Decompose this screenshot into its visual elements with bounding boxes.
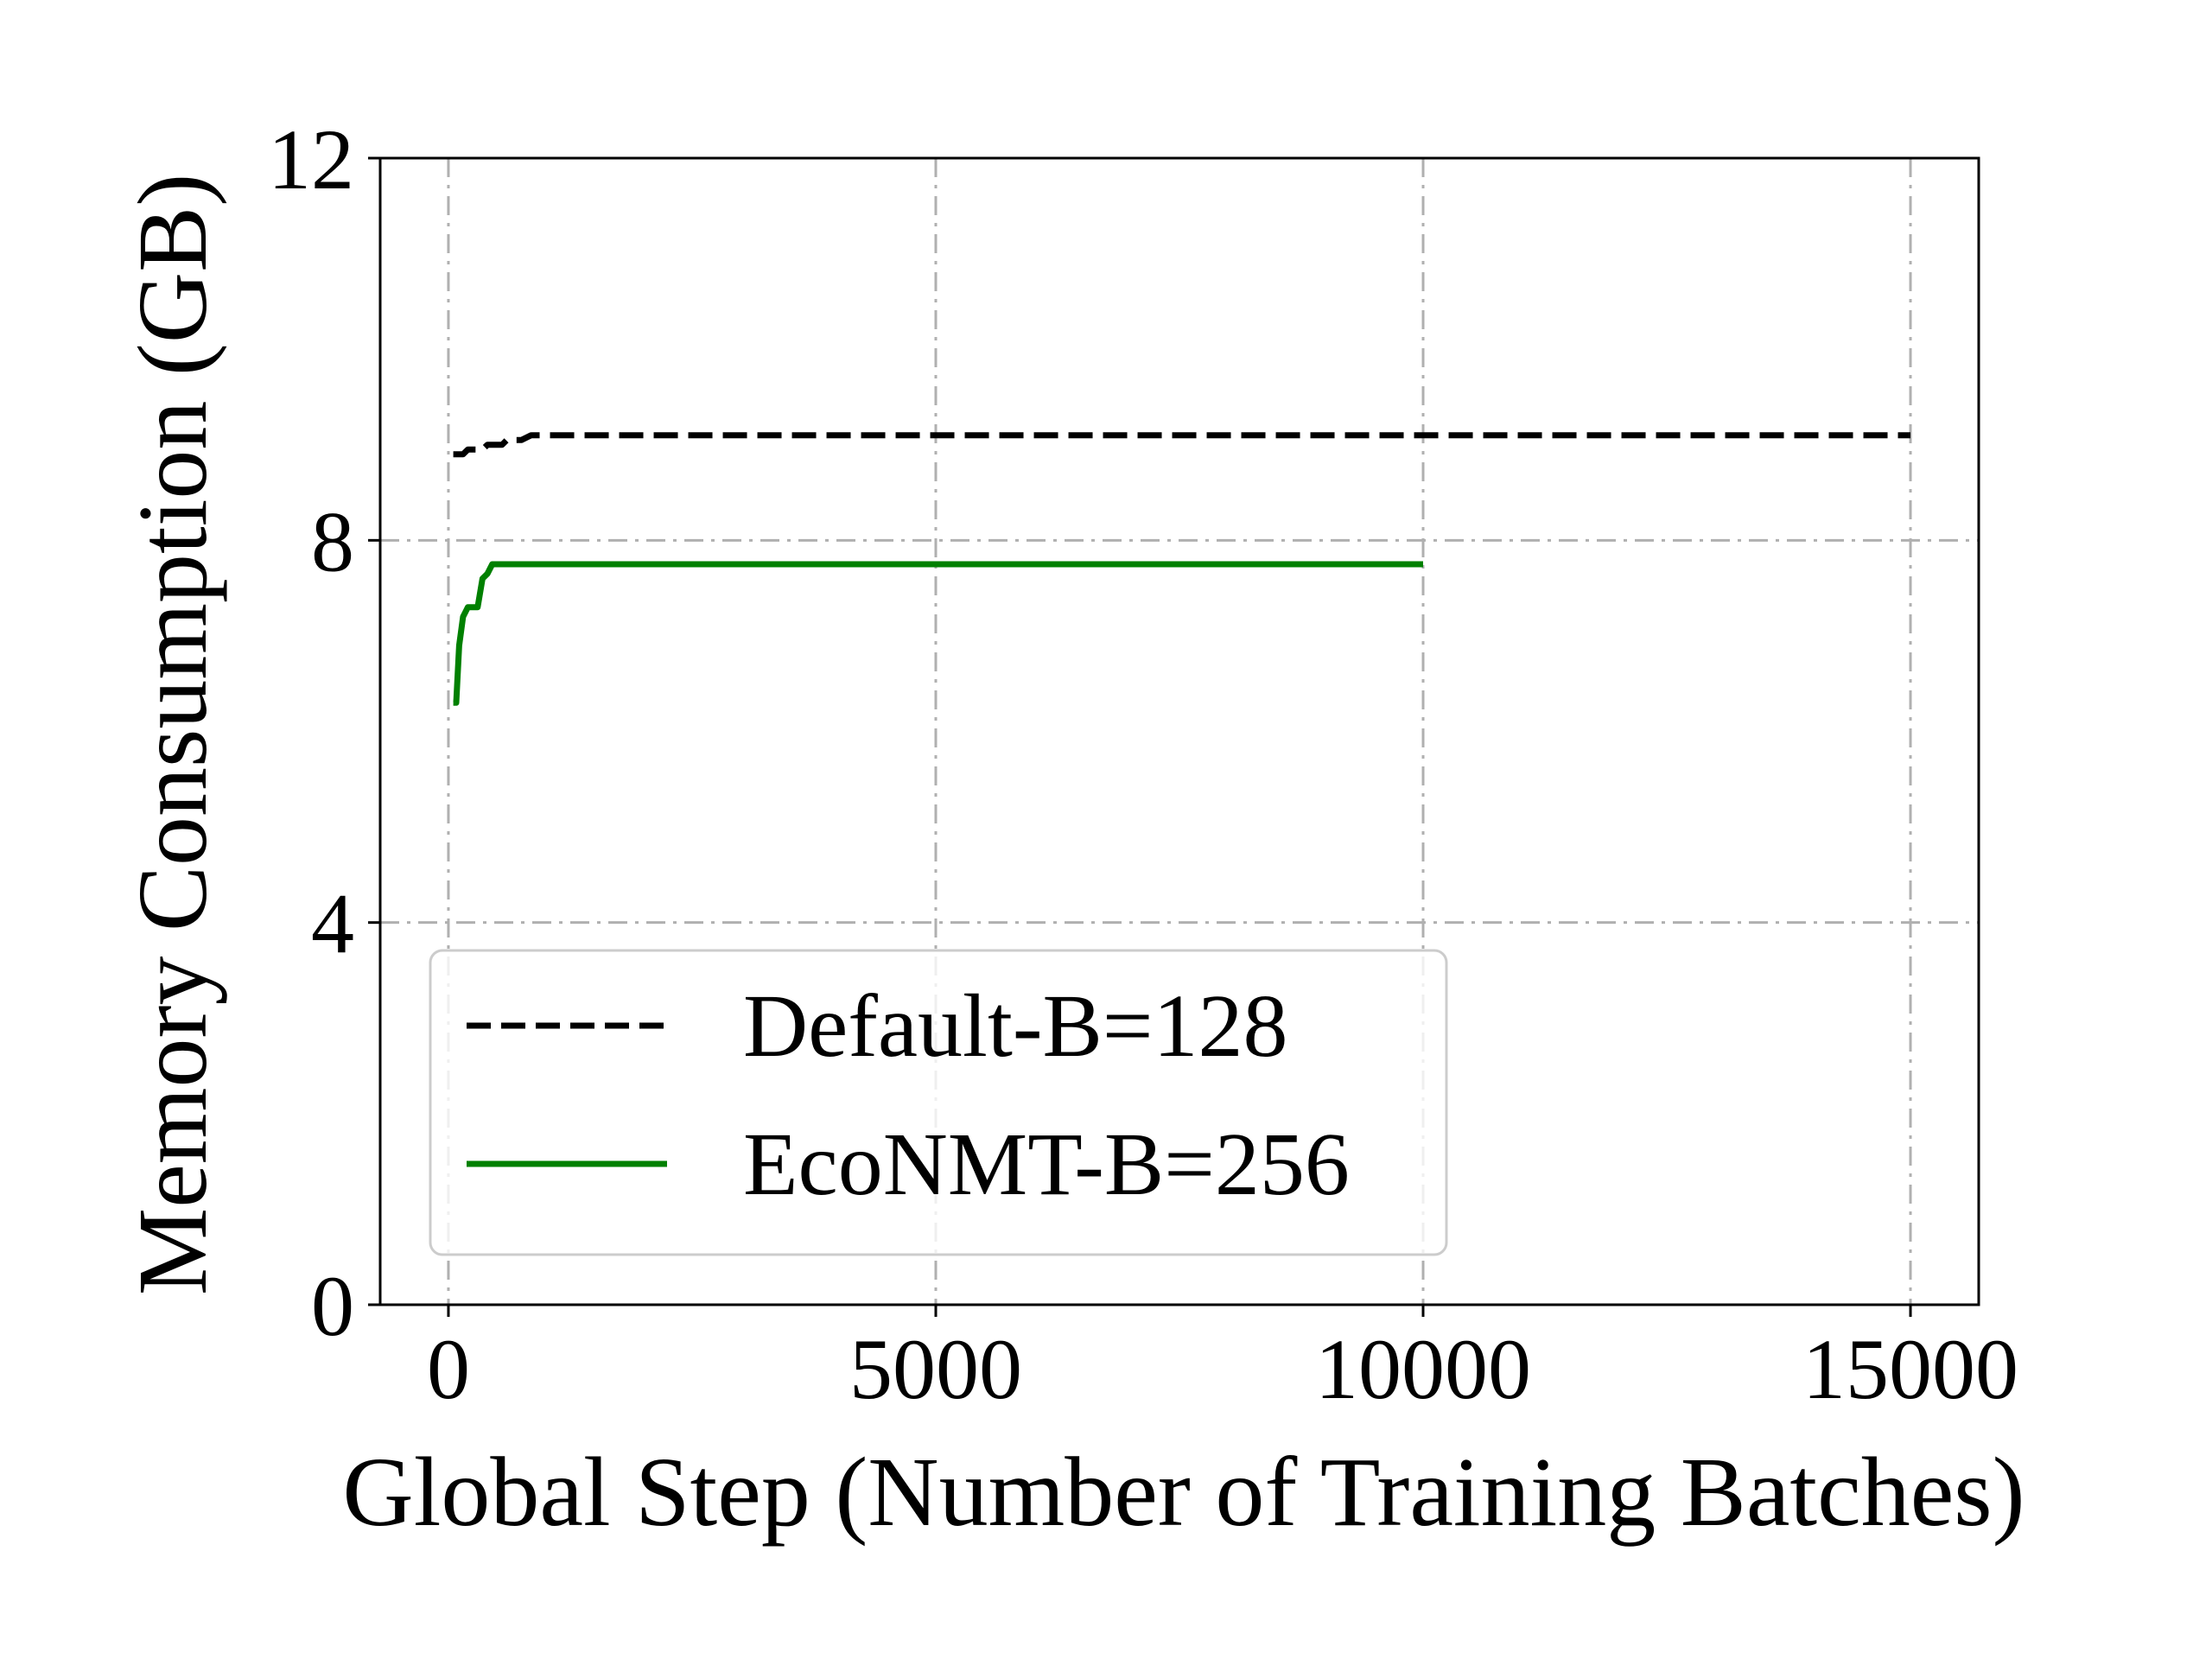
legend-label-default: Default-B=128 [743, 976, 1288, 1076]
legend: Default-B=128 EcoNMT-B=256 [429, 949, 1448, 1256]
legend-box [429, 949, 1448, 1256]
y-tick-label: 4 [311, 876, 354, 972]
y-tick-label: 0 [311, 1258, 354, 1354]
series-line-1 [453, 561, 1423, 706]
x-axis-label: Global Step (Number of Training Batches) [342, 1437, 2024, 1547]
x-tick-label: 10000 [1315, 1321, 1531, 1417]
series-lines [453, 432, 1910, 706]
x-tick-labels: 0 5000 10000 15000 [427, 1321, 2018, 1417]
tick-marks [368, 156, 1912, 1317]
y-axis-label: Memory Consumption (GB) [118, 174, 227, 1295]
y-tick-label: 12 [268, 111, 354, 207]
x-tick-label: 15000 [1802, 1321, 2018, 1417]
y-tick-labels: 0 4 8 12 [268, 111, 354, 1354]
plot-frame [378, 156, 1980, 1306]
legend-label-econmt: EcoNMT-B=256 [743, 1115, 1350, 1214]
x-tick-label: 0 [427, 1321, 470, 1417]
x-tick-label: 5000 [849, 1321, 1022, 1417]
y-tick-label: 8 [311, 493, 354, 589]
series-line-0 [453, 432, 1910, 458]
